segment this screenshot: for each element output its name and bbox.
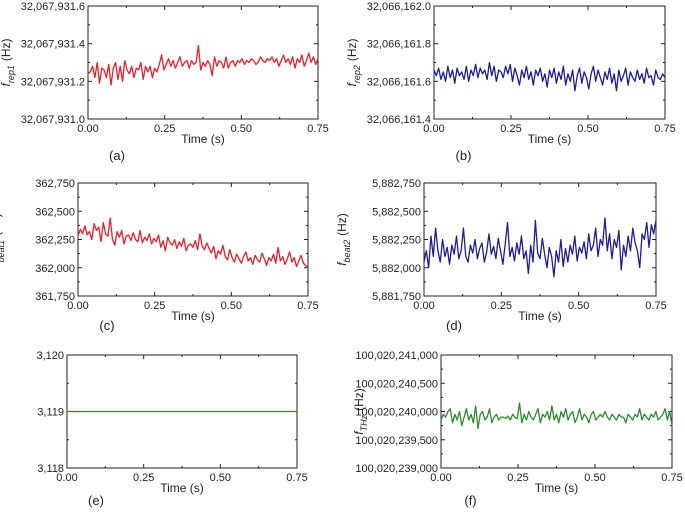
x-axis-label: Time (s) [181,132,225,146]
chart-panel-2: 0.00 0.25 0.50 0.75 32,066,161.4 32,066,161.6… [345,1,676,163]
y-tick-label: 32,066,161.6 [367,76,431,88]
x-axis-label: Time (s) [171,309,215,323]
y-tick-label: 3,120 [36,350,64,362]
y-tick-label: 3,119 [37,407,64,419]
x-axis-label: Time (s) [518,309,562,323]
x-tick-label: 0.25 [491,300,512,312]
y-tick-label: 5,882,750 [372,178,421,190]
y-axis-label-main: f [345,82,359,87]
x-tick-label: 0.00 [56,472,77,484]
panel-label: (d) [446,318,462,333]
plot-frame [423,182,657,297]
y-axis-label: fbeat1 (Hz) [0,213,6,266]
y-tick-label: 32,067,931.4 [21,39,85,51]
x-tick-label: 0.25 [154,123,175,135]
y-tick-label: 32,066,161.8 [367,39,431,51]
x-tick-label: 0.50 [231,123,252,135]
y-tick-label: 32,067,931.0 [21,114,85,126]
y-axis-label-subscript: THz [359,414,369,431]
y-tick-label: 5,882,250 [372,235,421,247]
y-axis-label-main: f [0,261,3,266]
y-tick-label: 100,020,241,000 [355,350,438,362]
x-tick-label: 0.25 [507,472,528,484]
y-axis-label: frep1 (Hz) [0,38,16,86]
y-tick-label: 32,066,161.4 [367,114,431,126]
x-axis-label: Time (s) [160,481,204,495]
y-axis-label: frep2 (Hz) [345,38,362,86]
y-axis-label-unit: (Hz) [0,38,13,61]
series-line-f_THz [440,402,673,430]
x-tick-label: 0.00 [423,123,444,135]
x-tick-label: 0.25 [144,300,165,312]
y-axis-label: fbeat2 (Hz) [335,213,352,266]
y-tick-label: 3,118 [37,463,64,475]
x-tick-label: 0.75 [654,123,675,135]
x-tick-label: 0.25 [133,472,154,484]
panel-label: (c) [99,318,114,333]
x-tick-label: 0.75 [286,472,307,484]
y-tick-label: 100,020,239,000 [355,463,438,475]
chart-panel-3: 0.00 0.25 0.50 0.75 361,750 362,000 362,250 362… [0,178,319,333]
x-tick-label: 0.00 [77,123,98,135]
x-tick-label: 0.75 [307,123,328,135]
panel-label: (a) [109,148,125,163]
y-axis-label-unit: (Hz) [335,213,349,236]
y-axis-label-subscript: beat1 [0,240,6,263]
x-tick-label: 0.50 [577,123,598,135]
y-axis-label-subscript: rep2 [352,65,362,83]
y-tick-label: 5,881,750 [372,291,421,303]
y-axis-label: fTHz (Hz) [352,388,369,435]
series-line-f_beat2 [423,217,657,278]
x-tick-label: 0.50 [584,472,605,484]
y-tick-label: 362,500 [35,206,75,218]
x-tick-label: 0.75 [297,300,318,312]
y-axis-label-unit: (Hz) [0,213,3,236]
chart-panel-4: 0.00 0.25 0.50 0.75 5,881,750 5,882,000 5,882,… [335,178,667,333]
y-tick-label: 32,067,931.6 [21,1,85,13]
y-axis-label-subscript: rep1 [6,65,16,83]
y-tick-label: 361,750 [35,291,75,303]
y-axis-label-main: f [352,430,366,435]
y-tick-label: 100,020,239,500 [355,435,438,447]
x-tick-label: 0.00 [67,300,88,312]
y-tick-label: 100,020,240,500 [355,378,438,390]
y-axis-label-unit: (Hz) [352,388,366,411]
series-line-f_beat1 [77,217,309,269]
x-tick-label: 0.25 [500,123,521,135]
plot-frame [433,5,666,120]
panel-label: (e) [88,493,104,508]
x-tick-label: 0.75 [645,300,666,312]
chart-panel-6: 0.00 0.25 0.50 0.75 100,020,239,000 100,020,2… [352,350,683,508]
y-axis-label-main: f [0,82,13,87]
x-tick-label: 0.50 [210,472,231,484]
y-tick-label: 362,250 [35,235,75,247]
y-tick-label: 5,882,000 [372,263,421,275]
panel-label: (b) [456,148,472,163]
x-tick-label: 0.50 [568,300,589,312]
series-line-f_rep1 [87,44,319,86]
y-axis-label-main: f [335,261,349,266]
y-tick-label: 5,882,500 [372,206,421,218]
x-tick-label: 0.75 [661,472,682,484]
x-tick-label: 0.00 [430,472,451,484]
y-axis-label-unit: (Hz) [345,38,359,61]
y-tick-label: 100,020,240,000 [355,407,438,419]
y-tick-label: 32,067,931.2 [21,76,85,88]
x-axis-label: Time (s) [535,481,579,495]
y-tick-label: 362,750 [35,178,75,190]
x-tick-label: 0.50 [221,300,242,312]
y-axis-label-subscript: beat2 [342,240,352,263]
chart-panel-1: 0.00 0.25 0.50 0.75 32,067,931.0 32,067,931.2… [0,1,329,163]
y-tick-label: 362,000 [35,263,75,275]
panel-label: (f) [464,493,476,508]
y-tick-label: 32,066,162.0 [367,1,431,13]
x-axis-label: Time (s) [528,132,572,146]
x-tick-label: 0.00 [413,300,434,312]
series-line-f_rep2 [433,61,666,92]
